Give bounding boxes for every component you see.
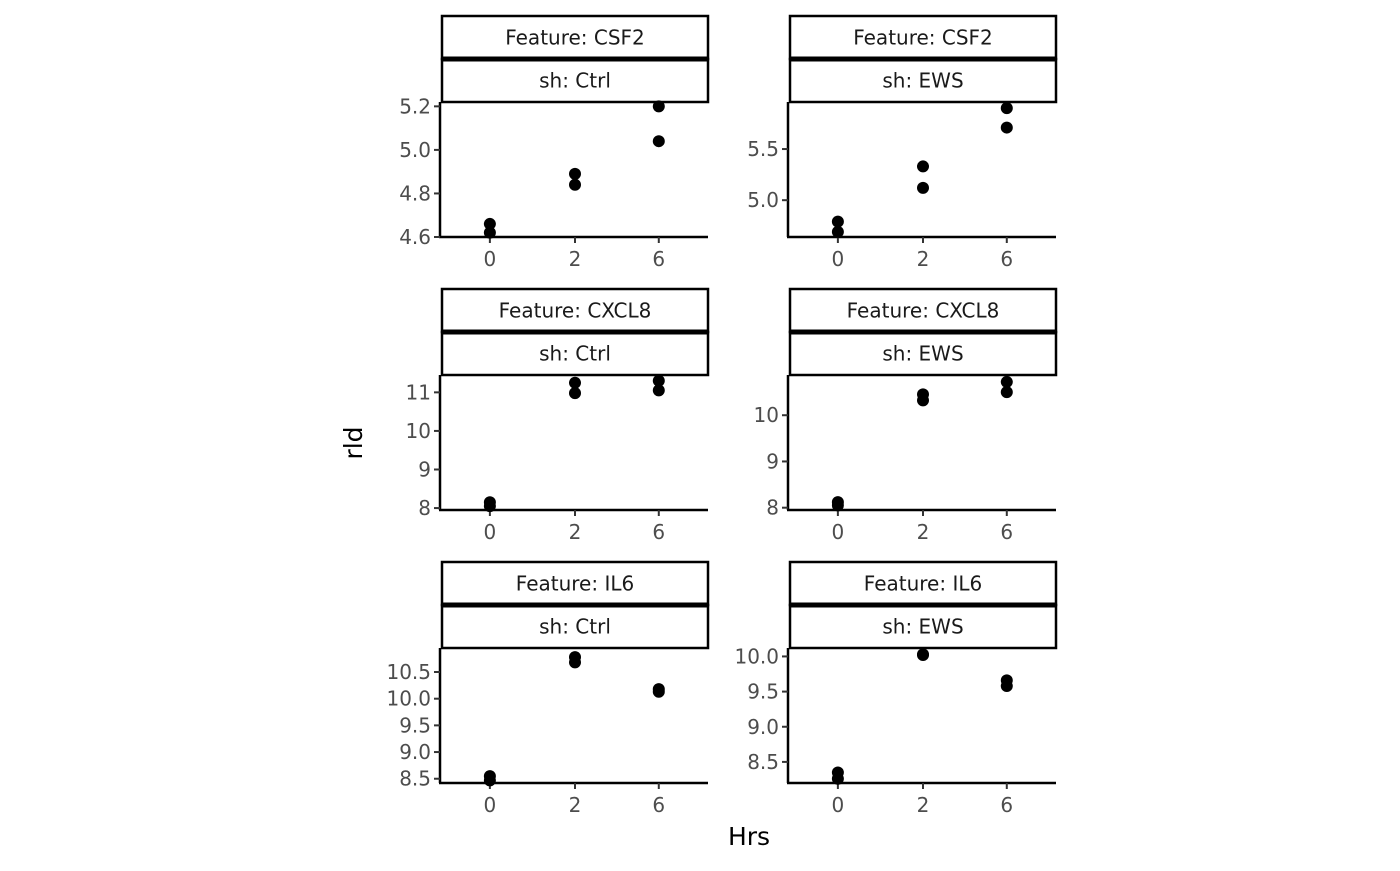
data-point (569, 656, 581, 669)
data-point (569, 178, 581, 191)
x-tick-label: 2 (917, 793, 930, 817)
x-tick-label: 0 (484, 247, 497, 271)
x-tick-label: 6 (1000, 247, 1013, 271)
x-tick-label: 6 (652, 793, 665, 817)
y-axis-title: rld (339, 426, 368, 459)
strip-feature-label: Feature: IL6 (864, 572, 982, 596)
data-point (917, 181, 929, 194)
data-point (483, 217, 496, 230)
y-tick-label: 9 (418, 458, 431, 482)
panel-6: Feature: IL6 sh: EWS 8.5 9.0 9.5 10.0 0 2 6 (734, 560, 1058, 817)
x-tick-label: 0 (832, 520, 845, 544)
strip-sh-box (788, 57, 1058, 104)
y-tick-label: 4.8 (399, 181, 431, 205)
y-tick-label: 10 (406, 419, 431, 443)
strip-sh-label: sh: Ctrl (539, 69, 611, 93)
x-tick-label: 0 (484, 520, 497, 544)
x-tick-label: 6 (1000, 520, 1013, 544)
data-point (483, 500, 496, 513)
x-tick-label: 2 (569, 520, 582, 544)
data-point (1000, 375, 1013, 388)
y-tick-label: 10 (754, 403, 779, 427)
y-tick-label: 5.0 (399, 138, 431, 162)
panel-4: Feature: CXCL8 sh: EWS 8 9 10 0 2 6 (754, 287, 1058, 544)
data-point (652, 100, 665, 113)
strip-sh-label: sh: EWS (882, 615, 963, 639)
data-point (1000, 386, 1013, 399)
data-point (483, 774, 496, 787)
y-tick-label: 9 (766, 449, 779, 473)
strip-feature-label: Feature: IL6 (516, 572, 634, 596)
data-point (569, 376, 581, 389)
y-tick-label: 8 (418, 496, 431, 520)
data-point (569, 167, 581, 180)
data-point (917, 160, 929, 173)
strip-feature-box (440, 14, 710, 61)
x-tick-label: 6 (652, 247, 665, 271)
data-point (917, 394, 929, 407)
x-tick-label: 0 (484, 793, 497, 817)
strip-feature-label: Feature: CSF2 (853, 26, 993, 50)
y-tick-label: 5.2 (399, 94, 431, 118)
data-point (831, 499, 844, 512)
y-tick-label: 10.5 (386, 660, 431, 684)
strip-feature-label: Feature: CXCL8 (499, 299, 652, 323)
strip-sh-label: sh: EWS (882, 69, 963, 93)
strip-sh-label: sh: Ctrl (539, 615, 611, 639)
y-tick-label: 10.0 (734, 644, 779, 668)
y-tick-label: 9.5 (747, 680, 779, 704)
data-point (831, 225, 844, 238)
data-point (1000, 102, 1013, 115)
strip-sh-box (440, 57, 710, 104)
y-tick-label: 11 (406, 380, 431, 404)
data-point (652, 685, 665, 698)
y-tick-label: 8.5 (747, 750, 779, 774)
y-tick-label: 9.0 (399, 740, 431, 764)
data-point (483, 226, 496, 239)
data-point (1000, 679, 1013, 692)
y-tick-label: 9.5 (399, 713, 431, 737)
x-tick-label: 2 (569, 793, 582, 817)
y-tick-label: 9.0 (747, 715, 779, 739)
x-tick-label: 0 (832, 793, 845, 817)
y-tick-label: 5.0 (747, 188, 779, 212)
y-tick-label: 5.5 (747, 137, 779, 161)
x-tick-label: 6 (1000, 793, 1013, 817)
x-axis-title: Hrs (728, 822, 770, 851)
data-point (652, 135, 665, 148)
x-tick-label: 2 (917, 520, 930, 544)
data-point (1000, 121, 1013, 134)
strip-feature-box (440, 287, 710, 334)
x-tick-label: 2 (569, 247, 582, 271)
panel-1: Feature: CSF2 sh: Ctrl 4.6 4.8 5.0 5.2 0 2 6 (399, 14, 710, 271)
strip-sh-box (788, 330, 1058, 377)
x-tick-label: 2 (917, 247, 930, 271)
panel-3: Feature: CXCL8 sh: Ctrl 8 9 10 11 0 2 6 (406, 287, 710, 544)
data-point (831, 772, 844, 785)
strip-feature-box (440, 560, 710, 607)
strip-feature-label: Feature: CSF2 (505, 26, 645, 50)
strip-sh-label: sh: Ctrl (539, 342, 611, 366)
strip-feature-label: Feature: CXCL8 (847, 299, 1000, 323)
panel-5: Feature: IL6 sh: Ctrl 8.5 9.0 9.510.0 10.5 0 2 6 (386, 560, 710, 817)
x-tick-label: 6 (652, 520, 665, 544)
panel-2: Feature: CSF2 sh: EWS 5.0 5.5 0 2 6 (747, 14, 1058, 271)
data-point (831, 215, 844, 228)
data-point (917, 649, 929, 662)
data-point (652, 384, 665, 397)
strip-sh-label: sh: EWS (882, 342, 963, 366)
y-tick-label: 8.5 (399, 767, 431, 791)
y-tick-label: 4.6 (399, 225, 431, 249)
data-point (652, 374, 665, 387)
strip-feature-box (788, 560, 1058, 607)
data-point (569, 387, 581, 400)
y-tick-label: 8 (766, 496, 779, 520)
y-tick-label: 10.0 (386, 687, 431, 711)
x-tick-label: 0 (832, 247, 845, 271)
